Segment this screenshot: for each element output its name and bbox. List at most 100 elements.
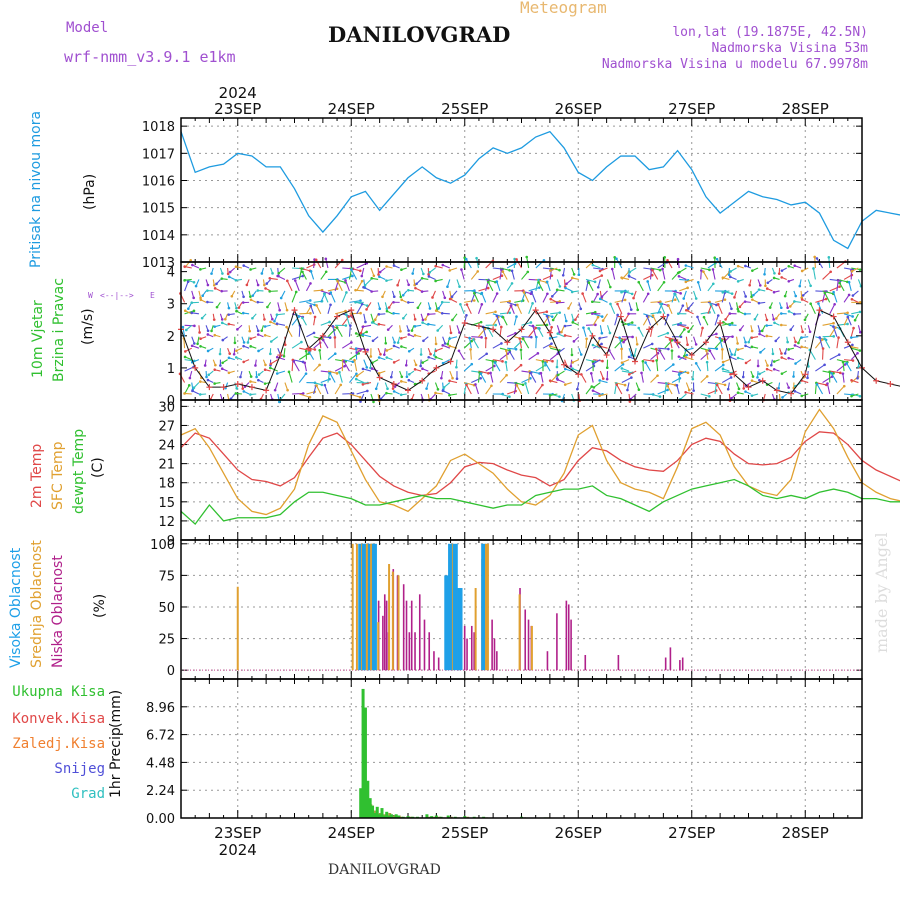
wind-arrow-head: [676, 257, 680, 261]
wind-arrow-head: [729, 270, 732, 273]
mid-cloud-bar: [355, 543, 358, 671]
wind-arrow-head: [567, 307, 570, 310]
wind-arrow-head: [235, 387, 239, 390]
wind-arrow-head: [672, 363, 675, 366]
wind-arrow-head: [650, 273, 654, 277]
wind-arrow: [499, 312, 510, 315]
wind-arrow: [316, 305, 322, 315]
wind-arrow: [507, 347, 517, 350]
wind-arrow-head: [515, 384, 519, 387]
wind-arrow-head: [489, 371, 492, 375]
wind-arrow: [485, 385, 492, 395]
wind-arrow-head: [434, 264, 437, 268]
wind-arrow-head: [407, 349, 411, 353]
wind-arrow-head: [538, 286, 541, 289]
legend-freezing-rain: Zaledj.Kisa: [12, 736, 105, 752]
wind-arrow-head: [198, 380, 202, 383]
wind-arrow-head: [529, 371, 532, 375]
wind-arrow-head: [215, 305, 219, 309]
wind-arrow-head: [531, 302, 534, 305]
wind-arrow: [836, 280, 839, 291]
wind-arrow-head: [563, 383, 567, 386]
wind-arrow-head: [183, 309, 187, 313]
wind-arrow-head: [684, 280, 688, 284]
wind-arrow-head: [654, 347, 658, 351]
wind-arrow: [270, 336, 279, 342]
wind-speed-marker: [362, 348, 369, 355]
wind-arrow: [685, 278, 694, 283]
wind-arrow-head: [787, 279, 791, 283]
wind-arrow: [292, 392, 304, 395]
wind-arrow: [679, 278, 689, 281]
wind-arrow: [349, 373, 357, 383]
wind-arrow-head: [257, 373, 261, 376]
wind-arrow-head: [601, 319, 605, 322]
wind-arrow: [466, 304, 472, 315]
wind-arrow-head: [686, 326, 690, 330]
wind-arrow-head: [450, 295, 454, 299]
wind-arrow-head: [508, 350, 512, 354]
day-label-top: 28SEP: [782, 100, 829, 118]
wind-arrow-head: [260, 272, 264, 275]
wind-arrow-head: [457, 349, 461, 353]
wind-arrow-head: [206, 333, 210, 336]
wind-arrow: [649, 326, 653, 337]
wind-arrow-head: [495, 314, 499, 318]
wind-arrow-head: [736, 280, 740, 283]
y-tick-label: 75: [158, 569, 175, 584]
wind-arrow-head: [550, 315, 554, 318]
wind-arrow: [685, 382, 690, 391]
y-tick-label: 1018: [142, 120, 175, 135]
wind-arrow: [535, 337, 537, 349]
wind-arrow-head: [206, 289, 209, 292]
wind-arrow-head: [650, 342, 654, 346]
wind-arrow-head: [249, 268, 252, 271]
wind-arrow-head: [434, 355, 438, 359]
wind-arrow-head: [268, 276, 272, 280]
wind-arrow: [822, 376, 833, 384]
wind-arrow: [327, 370, 338, 374]
wind-arrow-head: [385, 391, 388, 395]
wind-arrow: [306, 301, 315, 306]
wind-speed-marker: [788, 390, 795, 397]
wind-arrow-head: [850, 297, 854, 301]
wind-arrow: [325, 258, 329, 269]
total-precip-bar: [366, 780, 370, 818]
wind-arrow: [286, 280, 293, 292]
wind-arrow: [687, 302, 694, 309]
wind-arrow-head: [859, 330, 862, 334]
legend-snow: Snijeg: [54, 761, 105, 777]
wind-arrow-head: [300, 340, 303, 344]
wind-arrow-head: [793, 312, 796, 316]
wind-arrow-head: [736, 348, 740, 351]
day-label-top: 24SEP: [328, 100, 375, 118]
wind-arrow-head: [856, 351, 859, 355]
wind-arrow: [842, 373, 845, 383]
wind-arrow-head: [426, 312, 430, 316]
wind-arrow-head: [851, 343, 854, 347]
wind-arrow-head: [206, 378, 210, 382]
wind-arrow-head: [358, 395, 362, 399]
low-cloud-bar: [410, 600, 413, 671]
wind-arrow-head: [191, 263, 194, 267]
wind-arrow-head: [256, 300, 260, 304]
wind-arrow-head: [744, 295, 747, 298]
wind-arrow-head: [846, 315, 850, 319]
wind-speed-marker: [390, 380, 397, 387]
wind-arrow-head: [682, 297, 686, 300]
wind-arrow-head: [550, 325, 553, 329]
wind-arrow: [544, 362, 551, 372]
wind-arrow-head: [194, 284, 198, 288]
wind-arrow-head: [201, 294, 205, 298]
wind-arrow-head: [793, 389, 797, 393]
wind-arrow-head: [354, 301, 357, 304]
wind-arrow: [473, 292, 479, 303]
wind-arrow: [528, 303, 534, 315]
wind-arrow-head: [400, 336, 403, 340]
wind-arrow: [676, 385, 680, 395]
wind-arrow-head: [405, 375, 409, 379]
wind-arrow-head: [213, 325, 217, 328]
wind-arrow-head: [850, 394, 853, 398]
wind-arrow: [277, 356, 286, 361]
wind-arrow: [298, 268, 303, 280]
